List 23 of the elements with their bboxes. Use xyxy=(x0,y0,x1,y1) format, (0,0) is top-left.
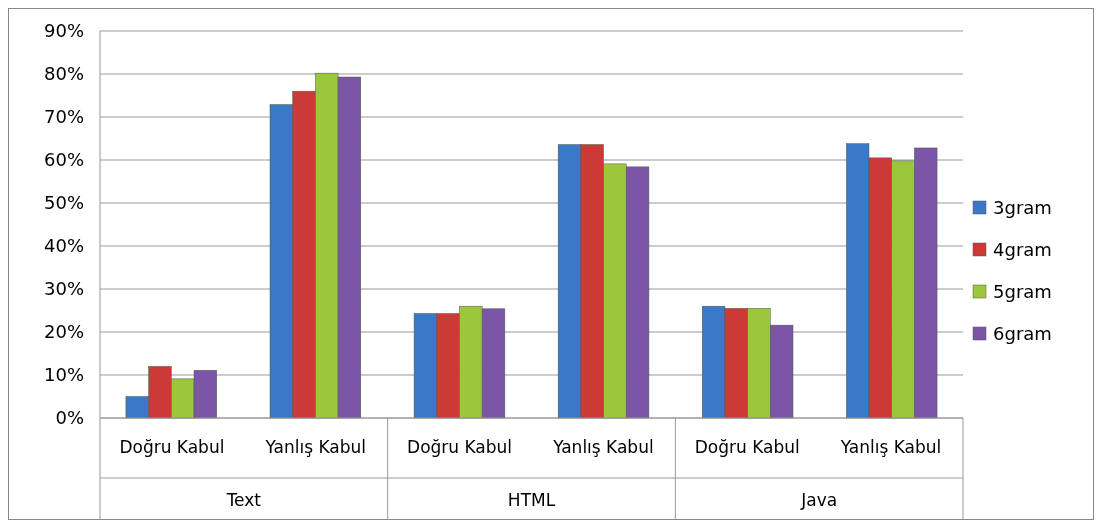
x-tick-label: Yanlış Kabul xyxy=(264,437,366,457)
legend-label: 5gram xyxy=(993,281,1052,303)
y-tick-label: 10% xyxy=(43,364,84,386)
y-tick-label: 70% xyxy=(43,106,84,128)
legend-label: 4gram xyxy=(993,239,1052,261)
legend-label: 3gram xyxy=(993,197,1052,219)
y-tick-label: 30% xyxy=(43,278,84,300)
y-tick-label: 50% xyxy=(43,192,84,214)
x-tick-label: Yanlış Kabul xyxy=(552,437,654,457)
x-tick-label: Doğru Kabul xyxy=(119,437,225,457)
legend-label: 6gram xyxy=(993,323,1052,345)
text: Text xyxy=(225,490,262,510)
x-tick-label: Doğru Kabul xyxy=(694,437,800,457)
y-tick-label: 40% xyxy=(43,235,84,257)
y-tick-label: 80% xyxy=(43,63,84,85)
x-tick-label: Yanlış Kabul xyxy=(839,437,942,457)
x-tick-label: Doğru Kabul xyxy=(407,437,513,457)
text: HTML xyxy=(507,490,556,510)
y-tick-label: 60% xyxy=(43,149,84,171)
text: Java xyxy=(800,490,838,510)
y-tick-label: 20% xyxy=(43,321,84,343)
y-tick-label: 0% xyxy=(55,407,84,429)
y-tick-label: 90% xyxy=(43,20,84,42)
